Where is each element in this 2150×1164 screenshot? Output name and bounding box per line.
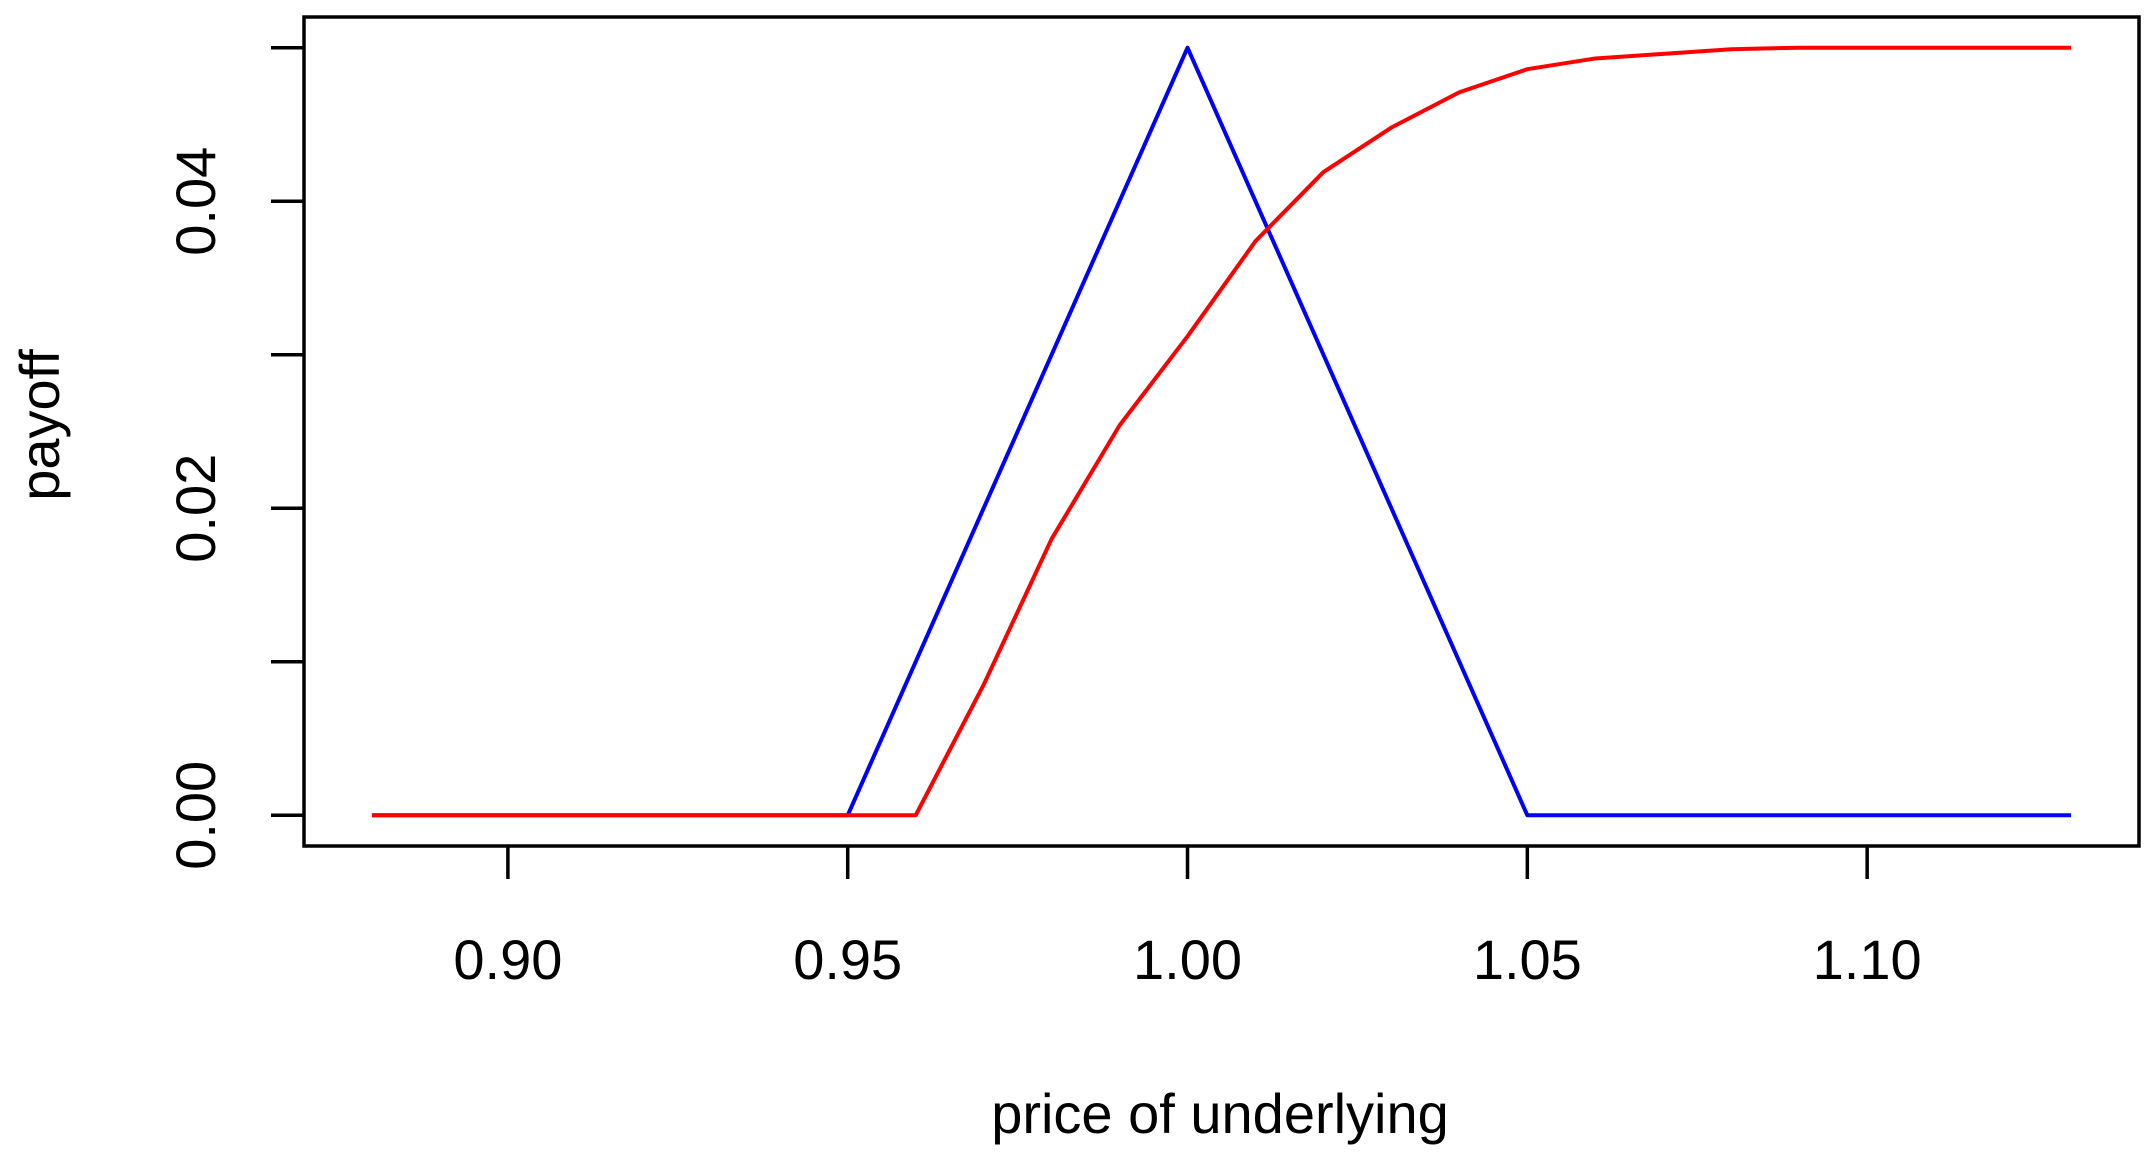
x-tick-label: 1.00 xyxy=(1133,928,1242,991)
x-tick-label: 1.05 xyxy=(1473,928,1582,991)
y-tick-label: 0.02 xyxy=(164,454,227,563)
plot-frame xyxy=(302,15,2141,848)
x-axis-label: price of underlying xyxy=(991,1082,1449,1145)
x-tick-label: 0.90 xyxy=(453,928,562,991)
series-line xyxy=(371,45,2072,818)
series-line xyxy=(371,45,2072,818)
y-tick-label: 0.00 xyxy=(164,761,227,870)
y-tick-label: 0.04 xyxy=(164,147,227,256)
y-axis-label: payoff xyxy=(8,349,71,501)
x-tick-label: 0.95 xyxy=(793,928,902,991)
x-tick-label: 1.10 xyxy=(1813,928,1922,991)
